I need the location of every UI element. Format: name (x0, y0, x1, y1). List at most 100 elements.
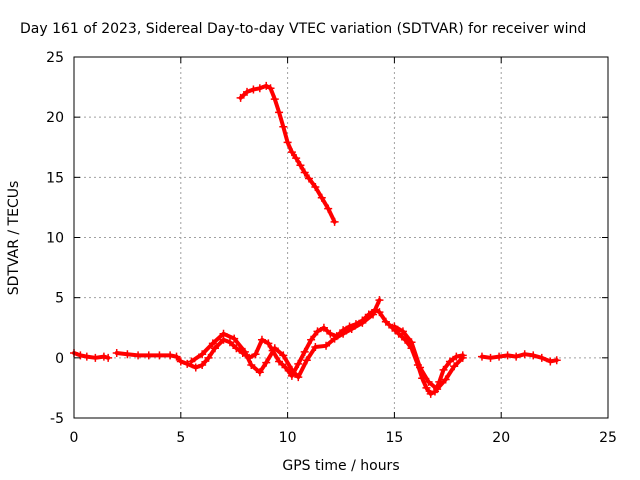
data-point (375, 296, 384, 305)
data-point (210, 344, 219, 353)
data-point (219, 329, 228, 338)
data-point (243, 87, 252, 96)
data-point (294, 359, 303, 368)
data-point (330, 334, 339, 343)
data-point (91, 353, 100, 362)
grid (74, 57, 608, 418)
data-point (375, 308, 384, 317)
data-point (452, 352, 461, 361)
data-point (319, 323, 328, 332)
data-point (439, 365, 448, 374)
data-point (208, 339, 217, 348)
data-point (104, 353, 113, 362)
data-point (390, 322, 399, 331)
data-point (407, 338, 416, 347)
data-point (294, 373, 303, 382)
data-point (313, 327, 322, 336)
data-point (262, 81, 271, 90)
data-point (279, 122, 288, 131)
data-point (257, 335, 266, 344)
data-point (322, 341, 331, 350)
data-point (99, 352, 108, 361)
data-point (503, 351, 512, 360)
series-seg2b (189, 298, 382, 380)
data-point (262, 358, 271, 367)
x-tick-label: 10 (279, 430, 297, 446)
data-point (270, 344, 279, 353)
data-point (247, 361, 256, 370)
data-point (144, 351, 153, 360)
data-point (422, 383, 431, 392)
data-point (426, 389, 435, 398)
data-point (369, 310, 378, 319)
data-point (266, 84, 275, 93)
data-point (458, 353, 467, 362)
data-point (76, 351, 85, 360)
x-axis-label: GPS time / hours (282, 458, 399, 474)
data-point (155, 351, 164, 360)
data-point (330, 217, 339, 226)
data-point (512, 352, 521, 361)
series-seg3 (480, 352, 559, 364)
y-tick-label: -5 (50, 411, 64, 427)
data-point (339, 329, 348, 338)
data-point (317, 193, 326, 202)
data-point (166, 351, 175, 360)
data-point (398, 327, 407, 336)
data-point (198, 361, 207, 370)
data-point (275, 357, 284, 366)
data-point (191, 363, 200, 372)
data-point (495, 352, 504, 361)
data-point (296, 161, 305, 170)
y-axis-label: SDTVAR / TECUs (6, 181, 22, 296)
y-tick-label: 20 (46, 110, 64, 126)
data-point (300, 168, 309, 177)
data-point (477, 352, 486, 361)
y-tick-label: 15 (46, 170, 64, 186)
data-point (283, 138, 292, 147)
y-tick-label: 10 (46, 231, 64, 247)
x-tick-label: 15 (385, 430, 403, 446)
data-point (300, 347, 309, 356)
data-point (232, 344, 241, 353)
data-point (302, 356, 311, 365)
data-point (225, 338, 234, 347)
y-tick-label: 5 (55, 291, 64, 307)
data-point (287, 365, 296, 374)
data-point (82, 352, 91, 361)
data-point (255, 84, 264, 93)
data-point (307, 335, 316, 344)
data-point (552, 356, 561, 365)
data-point (450, 362, 459, 371)
data-point (187, 357, 196, 366)
data-point (255, 368, 264, 377)
data-point (183, 359, 192, 368)
data-point (326, 329, 335, 338)
data-point (537, 353, 546, 362)
data-point (424, 377, 433, 386)
data-point (275, 108, 284, 117)
data-point (176, 357, 185, 366)
data-point (249, 85, 258, 94)
data-point (123, 350, 132, 359)
data-point (236, 93, 245, 102)
x-tick-label: 25 (599, 430, 617, 446)
data-point (112, 349, 121, 358)
data-point (486, 353, 495, 362)
data-point (381, 317, 390, 326)
data-point (264, 339, 273, 348)
data-point (433, 385, 442, 394)
data-point (230, 334, 239, 343)
data-point (520, 350, 529, 359)
data-point (251, 350, 260, 359)
data-point (416, 363, 425, 372)
x-tick-label: 5 (176, 430, 185, 446)
data-point (292, 154, 301, 163)
y-tick-label: 0 (55, 351, 64, 367)
data-point (441, 375, 450, 384)
x-tick-label: 0 (70, 430, 79, 446)
data-point (529, 351, 538, 360)
data-point (198, 350, 207, 359)
data-point (204, 353, 213, 362)
